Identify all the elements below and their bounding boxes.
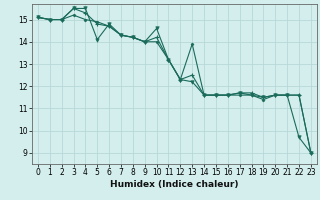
X-axis label: Humidex (Indice chaleur): Humidex (Indice chaleur) (110, 180, 239, 189)
